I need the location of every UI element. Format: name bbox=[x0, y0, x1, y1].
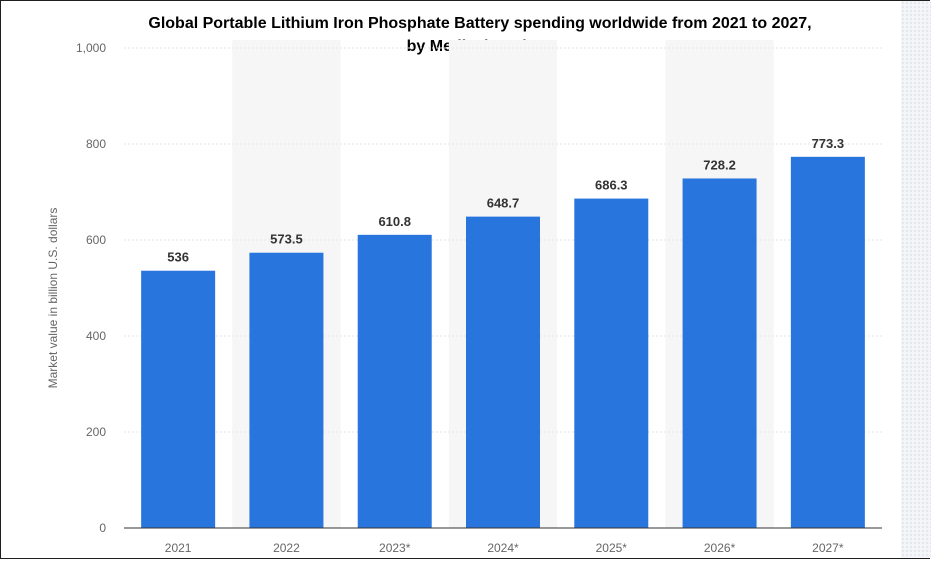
x-tick-label-2023*: 2023* bbox=[379, 541, 411, 555]
y-tick-label: 800 bbox=[86, 137, 106, 151]
y-tick-label: 1,000 bbox=[76, 41, 106, 55]
bar-2027*[interactable] bbox=[790, 156, 865, 529]
bar-2026*[interactable] bbox=[682, 178, 757, 529]
y-tick-label: 200 bbox=[86, 425, 106, 439]
data-label-2025*: 686.3 bbox=[595, 178, 628, 193]
x-tick-label-2024*: 2024* bbox=[487, 541, 519, 555]
x-tick-label-2027*: 2027* bbox=[812, 541, 844, 555]
bar-2022[interactable] bbox=[249, 252, 324, 528]
data-label-2024*: 648.7 bbox=[487, 196, 520, 211]
bar-2024*[interactable] bbox=[466, 216, 540, 528]
data-labels: 536 573.5 610.8 648.7 686.3 728.2 773.3 bbox=[167, 136, 844, 265]
data-label-2021: 536 bbox=[167, 250, 189, 265]
data-label-2023*: 610.8 bbox=[378, 214, 411, 229]
bar-2021[interactable] bbox=[141, 270, 216, 528]
data-label-2026*: 728.2 bbox=[703, 157, 736, 172]
x-tick-label-2021: 2021 bbox=[165, 541, 192, 555]
y-tick-label: 400 bbox=[86, 329, 106, 343]
y-axis-tick-labels: 0 200 400 600 800 1,000 bbox=[76, 41, 106, 535]
y-tick-label: 600 bbox=[86, 233, 106, 247]
x-tick-label-2025*: 2025* bbox=[596, 541, 628, 555]
x-tick-label-2022: 2022 bbox=[273, 541, 300, 555]
data-label-2022: 573.5 bbox=[270, 232, 303, 247]
bar-2023*[interactable] bbox=[357, 234, 432, 529]
bars bbox=[141, 156, 865, 529]
side-strip bbox=[901, 1, 931, 558]
x-axis-tick-labels: 2021 2022 2023* 2024* 2025* 2026* 2027* bbox=[165, 541, 844, 555]
data-label-2027*: 773.3 bbox=[812, 136, 845, 151]
x-tick-label-2026*: 2026* bbox=[704, 541, 736, 555]
bar-2025*[interactable] bbox=[574, 198, 649, 529]
y-axis-label: Market value in billion U.S. dollars bbox=[46, 208, 60, 389]
chart-title-line-1: Global Portable Lithium Iron Phosphate B… bbox=[148, 15, 812, 32]
y-tick-label: 0 bbox=[99, 521, 106, 535]
